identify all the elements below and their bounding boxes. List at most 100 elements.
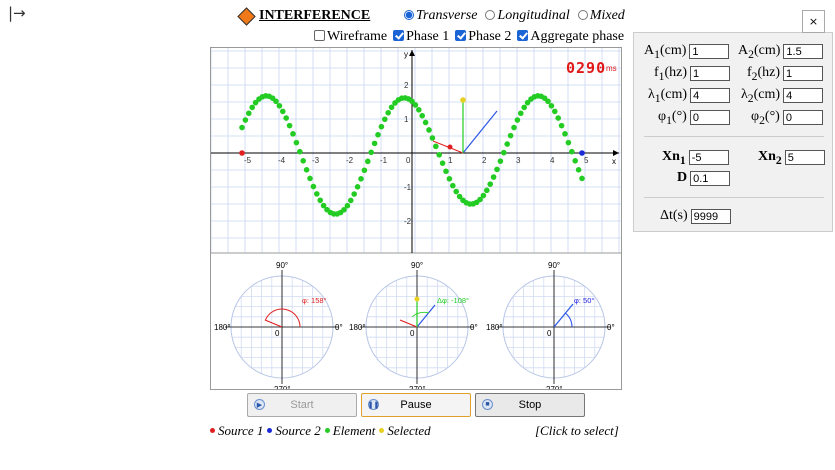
pause-button[interactable]: ❚❚ Pause xyxy=(361,393,471,417)
checkbox-icon xyxy=(455,30,467,41)
x-tick-label: 0 xyxy=(406,156,411,165)
aggregate-phase-checkbox[interactable]: Aggregate phase xyxy=(517,29,624,45)
phasor-center-label: 0 xyxy=(547,329,552,338)
element-point xyxy=(290,131,296,137)
xn1-input[interactable]: -5 xyxy=(688,150,729,166)
element-point xyxy=(280,108,286,115)
mode-mixed-radio[interactable]: Mixed xyxy=(577,8,625,24)
element-point xyxy=(572,158,578,164)
simulation-canvas[interactable]: x y -5 -4 -3 -2 -1 0 1 2 3 4 5 2 1 -1 -2 90° 180° 0° 270° 0 φ:… xyxy=(210,47,622,394)
param-a2: A2(cm) 1.5 xyxy=(738,43,824,61)
element-point xyxy=(351,191,357,197)
lambda2-input[interactable]: 4 xyxy=(783,88,824,104)
element-point xyxy=(320,202,327,209)
f1-input[interactable]: 1 xyxy=(690,66,731,82)
element-point xyxy=(246,110,252,117)
element-point xyxy=(361,167,368,174)
red-dot-icon xyxy=(210,428,215,433)
element-point xyxy=(446,175,453,182)
selected-element xyxy=(460,97,466,103)
stop-icon: ■ xyxy=(482,399,493,410)
phasor-label-270: 270° xyxy=(274,385,291,389)
a1-input[interactable]: 1 xyxy=(689,44,730,60)
phasor-label-0: 0° xyxy=(607,323,615,332)
element-point xyxy=(480,192,487,199)
x-tick-label: 5 xyxy=(584,156,589,165)
element-point xyxy=(385,109,391,116)
legend-source1: Source 1 xyxy=(210,423,263,439)
element-point xyxy=(562,131,568,137)
xn2-input[interactable]: 5 xyxy=(784,150,825,166)
phasor-annotation: φ: 50° xyxy=(574,296,594,305)
lambda1-input[interactable]: 4 xyxy=(690,88,731,104)
element-point xyxy=(310,183,317,190)
phi1-input[interactable]: 0 xyxy=(689,110,730,126)
phasor-vector xyxy=(553,303,574,328)
element-point xyxy=(314,191,320,197)
param-dt: Δt(s) 9999 xyxy=(660,208,731,224)
timer-unit: ms xyxy=(606,64,617,73)
mode-longitudinal-radio[interactable]: Longitudinal xyxy=(485,8,570,24)
phase2-checkbox[interactable]: Phase 2 xyxy=(455,29,511,45)
d-input[interactable]: 0.1 xyxy=(690,170,731,186)
element-point xyxy=(453,188,459,195)
phasor-vector xyxy=(264,319,283,328)
element-point xyxy=(524,99,531,106)
element-point xyxy=(368,149,374,156)
element-point xyxy=(358,176,364,182)
mode-radio-group: Transverse Longitudinal Mixed xyxy=(404,8,625,24)
element-point xyxy=(300,158,306,164)
param-d: D 0.1 xyxy=(677,170,731,186)
y-tick-label: -2 xyxy=(404,217,412,226)
element-point xyxy=(388,104,395,111)
dt-input[interactable]: 9999 xyxy=(690,208,731,224)
wireframe-checkbox[interactable]: Wireframe xyxy=(314,29,387,45)
phasor-annotation: φ: 158° xyxy=(302,296,327,305)
element-point xyxy=(412,102,419,108)
element-point xyxy=(419,112,425,119)
title-area: INTERFERENCE xyxy=(237,6,371,26)
element-point xyxy=(375,131,381,138)
element-point xyxy=(511,124,517,131)
f2-input[interactable]: 1 xyxy=(783,66,824,82)
y-tick-label: -1 xyxy=(404,183,412,192)
mode-transverse-radio[interactable]: Transverse xyxy=(404,8,477,24)
element-point xyxy=(303,167,310,173)
phasor-label-270: 270° xyxy=(409,385,426,389)
simulation-svg[interactable]: x y -5 -4 -3 -2 -1 0 1 2 3 4 5 2 1 -1 -2 90° 180° 0° 270° 0 φ:… xyxy=(210,48,621,394)
element-point xyxy=(558,122,565,129)
start-button[interactable]: ▶ Start xyxy=(247,393,357,417)
page-title: INTERFERENCE xyxy=(259,8,371,23)
element-point xyxy=(341,206,347,213)
phasor-label-0: 0° xyxy=(335,323,343,332)
y-axis-arrow xyxy=(409,50,415,56)
y-tick-label: 1 xyxy=(404,115,409,124)
phasor-label-90: 90° xyxy=(276,261,288,270)
element-point xyxy=(545,98,551,105)
element-point xyxy=(378,123,385,130)
x-tick-label: 4 xyxy=(550,156,555,165)
x-tick-label: -2 xyxy=(346,156,354,165)
phase2-vector xyxy=(462,110,498,154)
stop-button[interactable]: ■ Stop xyxy=(475,393,585,417)
param-xn2: Xn2 5 xyxy=(758,149,825,167)
yellow-dot-icon xyxy=(379,428,385,433)
element-point xyxy=(439,160,446,166)
phase1-checkbox[interactable]: Phase 1 xyxy=(393,29,449,45)
element-point xyxy=(242,117,249,123)
phi2-input[interactable]: 0 xyxy=(782,110,823,126)
x-tick-label: -4 xyxy=(278,156,286,165)
legend: Source 1 Source 2 Element Selected xyxy=(210,423,431,439)
green-dot-icon xyxy=(324,428,330,433)
element-point xyxy=(514,117,521,123)
element-point xyxy=(297,148,303,155)
y-axis-label: y xyxy=(404,50,408,59)
a2-input[interactable]: 1.5 xyxy=(783,44,824,60)
divider xyxy=(644,197,824,198)
legend-element: Element xyxy=(324,423,375,439)
element-point xyxy=(249,104,255,111)
element-point xyxy=(354,184,361,190)
element-point xyxy=(497,158,504,164)
close-button[interactable]: × xyxy=(802,10,825,33)
element-point xyxy=(283,115,289,121)
